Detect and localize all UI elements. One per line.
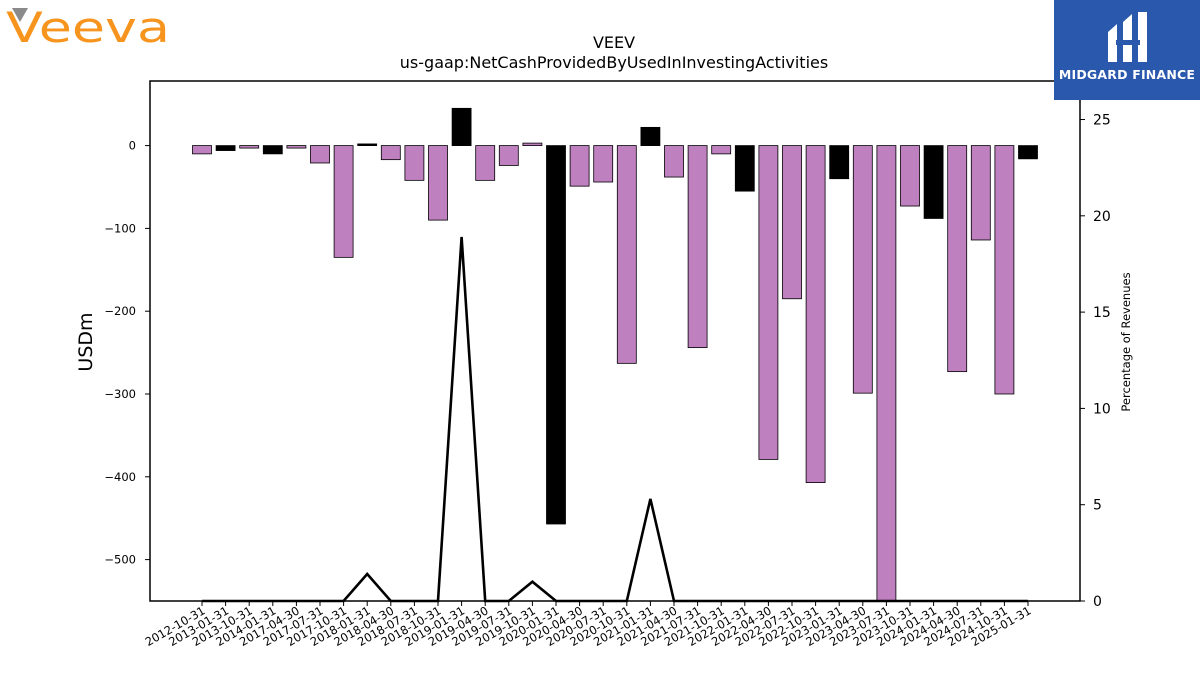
bar-2019-07-31 [498,145,519,166]
bar-2024-07-31 [970,145,991,241]
bar-2023-04-30 [852,145,873,394]
bar-2018-04-30 [380,145,401,161]
bar-2023-01-31 [829,145,850,180]
bar-2013-01-31 [215,145,236,151]
y-tick-label: −300 [104,387,136,401]
veeva-logo-icon: Veeva [6,3,170,52]
percentage-line [202,236,1028,603]
bar-2022-07-31 [782,145,802,300]
axes-layer: 0−100−200−300−400−50005101520252012-10-3… [104,80,1111,649]
plot-frame [149,80,1081,602]
bar-2018-10-31 [428,145,448,221]
y-tick-label: −200 [104,304,136,318]
bar-2023-10-31 [900,145,920,207]
line-layer [202,236,1028,603]
bar-2021-04-30 [664,145,684,178]
y2-tick-label: 25 [1093,113,1111,129]
bar-2020-07-31 [593,145,614,183]
bar-2024-04-30 [947,145,968,373]
bar-2018-07-31 [404,145,425,181]
y2-tick-label: 5 [1093,498,1102,514]
bar-2013-10-31 [239,145,260,149]
bar-2019-01-31 [451,107,472,146]
bar-2021-01-31 [640,126,661,146]
bar-2021-10-31 [711,145,732,155]
bar-2020-04-30 [569,145,590,187]
chart-title: VEEV [593,33,635,52]
bar-2019-04-30 [475,145,496,181]
bars-layer [192,107,1038,602]
bar-2022-01-31 [734,145,755,192]
bar-2021-07-31 [687,145,708,349]
chart-subtitle: us-gaap:NetCashProvidedByUsedInInvesting… [400,53,828,72]
y2-tick-label: 20 [1093,209,1111,225]
bar-2023-07-31 [876,145,897,602]
bar-2018-01-31 [357,143,378,146]
y2-tick-label: 10 [1093,401,1111,417]
y2-tick-label: 0 [1093,594,1102,610]
y-tick-label: −500 [104,553,136,567]
bar-2014-01-31 [262,145,283,155]
bar-2012-10-31 [192,145,212,155]
svg-text:Veeva: Veeva [6,3,170,48]
y-tick-label: 0 [129,139,136,153]
company-logo: Veeva [4,2,174,52]
bar-2025-01-31 [1018,145,1038,160]
bar-2020-01-31 [546,145,566,525]
bar-2017-10-31 [333,145,354,258]
publisher-logo: MIDGARD FINANCE [1054,0,1200,100]
bar-2017-07-31 [310,145,330,164]
y2-tick-label: 15 [1093,305,1111,321]
bar-2022-10-31 [805,145,826,483]
bar-2019-10-31 [522,142,543,146]
bar-2024-01-31 [923,145,944,219]
bar-2022-04-30 [758,145,779,460]
publisher-name: MIDGARD FINANCE [1058,67,1196,82]
bar-2017-04-30 [286,145,307,149]
midgard-mark-icon [1108,12,1147,62]
bar-2024-10-31 [994,145,1015,395]
y-axis-label: USDm [75,312,97,371]
y-tick-label: −400 [104,470,136,484]
y2-axis-label: Percentage of Revenues [1119,272,1133,411]
bar-2020-10-31 [616,145,637,364]
y-tick-label: −100 [104,221,136,235]
